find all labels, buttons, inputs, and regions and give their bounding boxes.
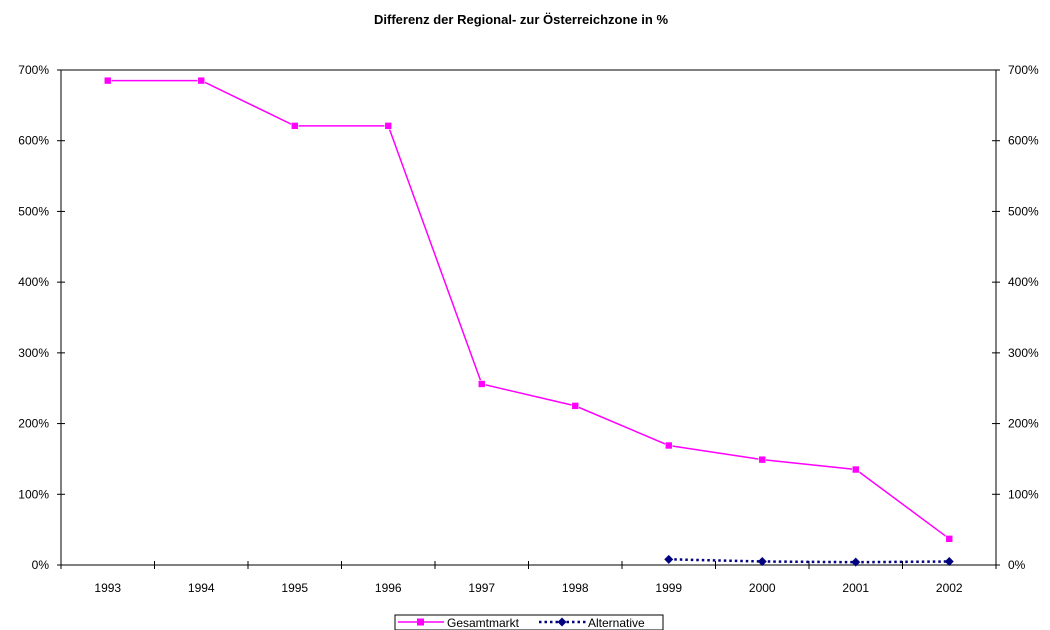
data-point-gesamtmarkt-1993 (103, 76, 112, 85)
x-tick-label-1995: 1995 (281, 581, 308, 595)
y-axis-left: 0% 100% 200% 300% 400% 500% 600% 700% (18, 63, 65, 572)
x-axis: 1993 1994 1995 1996 1997 1998 1999 2000 2001 2002 (60, 561, 997, 595)
data-point-gesamtmarkt-1996 (384, 122, 393, 130)
data-point-gesamtmarkt-1997 (477, 380, 486, 388)
y-left-tick-label-100: 100% (18, 487, 49, 501)
x-tick-label-2000: 2000 (749, 581, 776, 595)
y-right-tick-label-400: 400% (1008, 275, 1039, 289)
y-left-tick-label-0: 0% (32, 558, 50, 572)
data-point-gesamtmarkt-1998 (571, 402, 580, 410)
y-left-tick-label-600: 600% (18, 134, 49, 148)
x-tick-label-1997: 1997 (468, 581, 495, 595)
x-tick-label-1998: 1998 (562, 581, 589, 595)
chart-title: Differenz der Regional- zur Österreichzo… (374, 12, 668, 27)
y-right-tick-label-100: 100% (1008, 487, 1039, 501)
data-point-gesamtmarkt-1995 (290, 122, 299, 130)
data-point-alternative-1999 (664, 554, 674, 564)
legend-marker-alternative (557, 617, 567, 627)
data-point-alternative-2000 (757, 556, 767, 566)
y-left-tick-label-400: 400% (18, 275, 49, 289)
x-tick-label-2001: 2001 (842, 581, 869, 595)
y-right-tick-label-200: 200% (1008, 417, 1039, 431)
y-right-tick-label-300: 300% (1008, 346, 1039, 360)
y-left-tick-label-700: 700% (18, 63, 49, 77)
y-right-tick-label-700: 700% (1008, 63, 1039, 77)
legend: Gesamtmarkt Alternative (394, 614, 664, 630)
y-right-tick-label-0: 0% (1008, 558, 1026, 572)
data-point-gesamtmarkt-2002 (945, 535, 954, 543)
legend-label-gesamtmarkt: Gesamtmarkt (447, 616, 520, 630)
data-point-alternative-2002 (944, 556, 954, 566)
data-point-gesamtmarkt-2000 (758, 455, 767, 464)
x-tick-label-1994: 1994 (188, 581, 215, 595)
data-point-gesamtmarkt-1999 (664, 441, 673, 450)
y-left-tick-label-500: 500% (18, 204, 49, 218)
y-left-tick-label-300: 300% (18, 346, 49, 360)
x-tick-label-1996: 1996 (375, 581, 402, 595)
y-right-tick-label-500: 500% (1008, 204, 1039, 218)
y-left-tick-label-200: 200% (18, 417, 49, 431)
legend-label-alternative: Alternative (588, 616, 645, 630)
plot-area (60, 69, 997, 566)
x-tick-label-2002: 2002 (936, 581, 963, 595)
legend-marker-gesamtmarkt (417, 618, 424, 626)
series-layer (103, 76, 954, 567)
y-axis-right: 0% 100% 200% 300% 400% 500% 600% 700% (992, 63, 1039, 572)
series-line-gesamtmarkt (107, 79, 950, 540)
x-tick-label-1993: 1993 (94, 581, 121, 595)
data-point-gesamtmarkt-2001 (851, 465, 860, 474)
y-right-tick-label-600: 600% (1008, 134, 1039, 148)
x-tick-label-1999: 1999 (655, 581, 682, 595)
data-point-gesamtmarkt-1994 (197, 76, 206, 85)
data-point-alternative-2001 (851, 557, 861, 567)
legend-box (394, 614, 664, 630)
